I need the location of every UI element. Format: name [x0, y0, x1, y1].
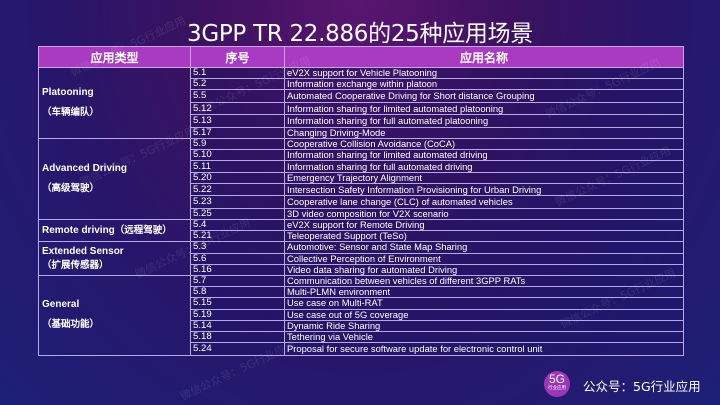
- table-row: 5.8 Multi-PLMN environment: [39, 286, 684, 299]
- category-extended-sensor: Extended Sensor （扩展传感器）: [38, 241, 191, 276]
- row-number: 5.6: [190, 252, 285, 265]
- row-number: 5.17: [190, 126, 285, 140]
- row-number: 5.3: [190, 241, 285, 254]
- table-row: General （基础功能） 5.7 Communication between…: [38, 274, 684, 356]
- table-row: 5.13 Information sharing for full automat…: [39, 114, 684, 128]
- row-number: 5.8: [190, 286, 285, 299]
- row-name: Proposal for secure software update for …: [284, 342, 684, 356]
- row-name: Video data sharing for automated Driving: [284, 263, 684, 276]
- row-name: Information sharing for full automated d…: [284, 160, 684, 173]
- table-row: Extended Sensor （扩展传感器） 5.3 Automotive: …: [38, 241, 684, 276]
- row-name: Collective Perception of Environment: [284, 252, 684, 265]
- row-name: eV2X support for Vehicle Platooning: [284, 66, 684, 80]
- row-name: Automated Cooperative Driving for Short …: [284, 89, 684, 103]
- table-row: 5.21 Teleoperated Support (TeSo): [39, 230, 684, 243]
- category-label-en: Platooning: [42, 87, 94, 99]
- use-case-table: 应用类型 序号 应用名称 Platooning （车辆编队） 5.1 eV2X …: [38, 46, 684, 356]
- row-number: 5.22: [190, 182, 285, 197]
- table-row: 5.19 Use case out of 5G coverage: [39, 308, 684, 321]
- row-name: Use case out of 5G coverage: [284, 308, 684, 321]
- table-row: Advanced Driving （高级驾驶） 5.9 Cooperative …: [38, 138, 684, 220]
- table-row: 5.18 Tethering via Vehicle: [39, 330, 684, 344]
- row-number: 5.1: [190, 66, 285, 80]
- category-general: General （基础功能）: [38, 274, 191, 356]
- category-label-en: Remote driving: [42, 224, 115, 236]
- row-number: 5.9: [190, 138, 285, 151]
- row-number: 5.11: [190, 160, 285, 173]
- row-name: Information sharing for full automated p…: [284, 114, 684, 128]
- category-label-zh: （高级驾驶）: [42, 183, 100, 195]
- row-number: 5.7: [190, 274, 285, 288]
- table-row: 5.24 Proposal for secure software update …: [39, 342, 684, 356]
- account-label: 公众号：5G行业应用: [583, 379, 701, 394]
- table-row: 5.14 Dynamic Ride Sharing: [39, 319, 684, 332]
- table-row: 5.22 Intersection Safety Information Prov…: [39, 182, 684, 197]
- row-name: 3D video composition for V2X scenario: [284, 207, 684, 221]
- row-number: 5.4: [190, 218, 285, 232]
- row-number: 5.12: [190, 101, 285, 116]
- row-name: Intersection Safety Information Provisio…: [284, 182, 684, 197]
- row-name: Teleoperated Support (TeSo): [284, 230, 684, 243]
- category-label-zh: （基础功能）: [42, 319, 100, 331]
- row-name: Information sharing for limited automate…: [284, 149, 684, 162]
- row-name: Cooperative lane change (CLC) of automat…: [284, 195, 684, 209]
- brand-logo: 5G 行业应用: [544, 371, 570, 397]
- row-number: 5.10: [190, 149, 285, 162]
- table-row: 5.17 Changing Driving-Mode: [39, 126, 684, 140]
- category-label-zh: （远程驾驶）: [114, 224, 172, 236]
- page-title: 3GPP TR 22.886的25种应用场景: [187, 21, 533, 47]
- table-header-row: 应用类型 序号 应用名称: [38, 46, 684, 68]
- row-name: Cooperative Collision Avoidance (CoCA): [284, 138, 684, 151]
- row-name: Use case on Multi-RAT: [284, 297, 684, 310]
- table-row: 5.20 Emergency Trajectory Alignment: [39, 171, 684, 184]
- row-name: Information exchange within platoon: [284, 78, 684, 91]
- row-number: 5.25: [190, 207, 285, 221]
- column-header-number: 序号: [190, 46, 285, 68]
- table-row: 5.11 Information sharing for full automat…: [39, 160, 684, 173]
- row-name: Automotive: Sensor and State Map Sharing: [284, 241, 684, 254]
- row-number: 5.21: [190, 230, 285, 243]
- row-number: 5.14: [190, 319, 285, 332]
- table-row: Platooning （车辆编队） 5.1 eV2X support for V…: [38, 66, 684, 140]
- table-row: 5.5 Automated Cooperative Driving for Sho…: [39, 89, 684, 103]
- column-header-name: 应用名称: [284, 46, 684, 68]
- table-row: 5.12 Information sharing for limited auto…: [39, 101, 684, 116]
- row-name: Communication between vehicles of differ…: [284, 274, 684, 288]
- row-number: 5.13: [190, 114, 285, 128]
- table-row: 5.25 3D video composition for V2X scenari…: [39, 207, 684, 221]
- category-label-en: Extended Sensor: [42, 245, 124, 257]
- category-label-zh: （扩展传感器）: [42, 259, 109, 271]
- row-number: 5.19: [190, 308, 285, 321]
- row-number: 5.15: [190, 297, 285, 310]
- table-row: Remote driving（远程驾驶） 5.4 eV2X support fo…: [38, 218, 684, 243]
- row-name: Multi-PLMN environment: [284, 286, 684, 299]
- category-remote-driving: Remote driving（远程驾驶）: [38, 218, 191, 243]
- row-number: 5.5: [190, 89, 285, 103]
- row-name: Emergency Trajectory Alignment: [284, 171, 684, 184]
- table-row: 5.15 Use case on Multi-RAT: [39, 297, 684, 310]
- row-name: Dynamic Ride Sharing: [284, 319, 684, 332]
- row-name: eV2X support for Remote Driving: [284, 218, 684, 232]
- row-name: Changing Driving-Mode: [284, 126, 684, 140]
- category-label-zh: （车辆编队）: [42, 107, 100, 119]
- row-number: 5.18: [190, 330, 285, 344]
- category-label-en: Advanced Driving: [42, 163, 128, 175]
- row-name: Tethering via Vehicle: [284, 330, 684, 344]
- row-name: Information sharing for limited automate…: [284, 101, 684, 116]
- category-advanced-driving: Advanced Driving （高级驾驶）: [38, 138, 191, 220]
- category-platooning: Platooning （车辆编队）: [38, 66, 191, 140]
- row-number: 5.23: [190, 195, 285, 209]
- logo-subtext: 行业应用: [548, 386, 566, 391]
- category-label-en: General: [42, 299, 80, 311]
- row-number: 5.20: [190, 171, 285, 184]
- row-number: 5.2: [190, 78, 285, 91]
- row-number: 5.16: [190, 263, 285, 276]
- table-row: 5.2 Information exchange within platoon: [39, 78, 684, 91]
- logo-5g-text: 5G: [548, 372, 565, 386]
- row-number: 5.24: [190, 342, 285, 356]
- column-header-type: 应用类型: [38, 46, 191, 68]
- table-row: 5.10 Information sharing for limited auto…: [39, 149, 684, 162]
